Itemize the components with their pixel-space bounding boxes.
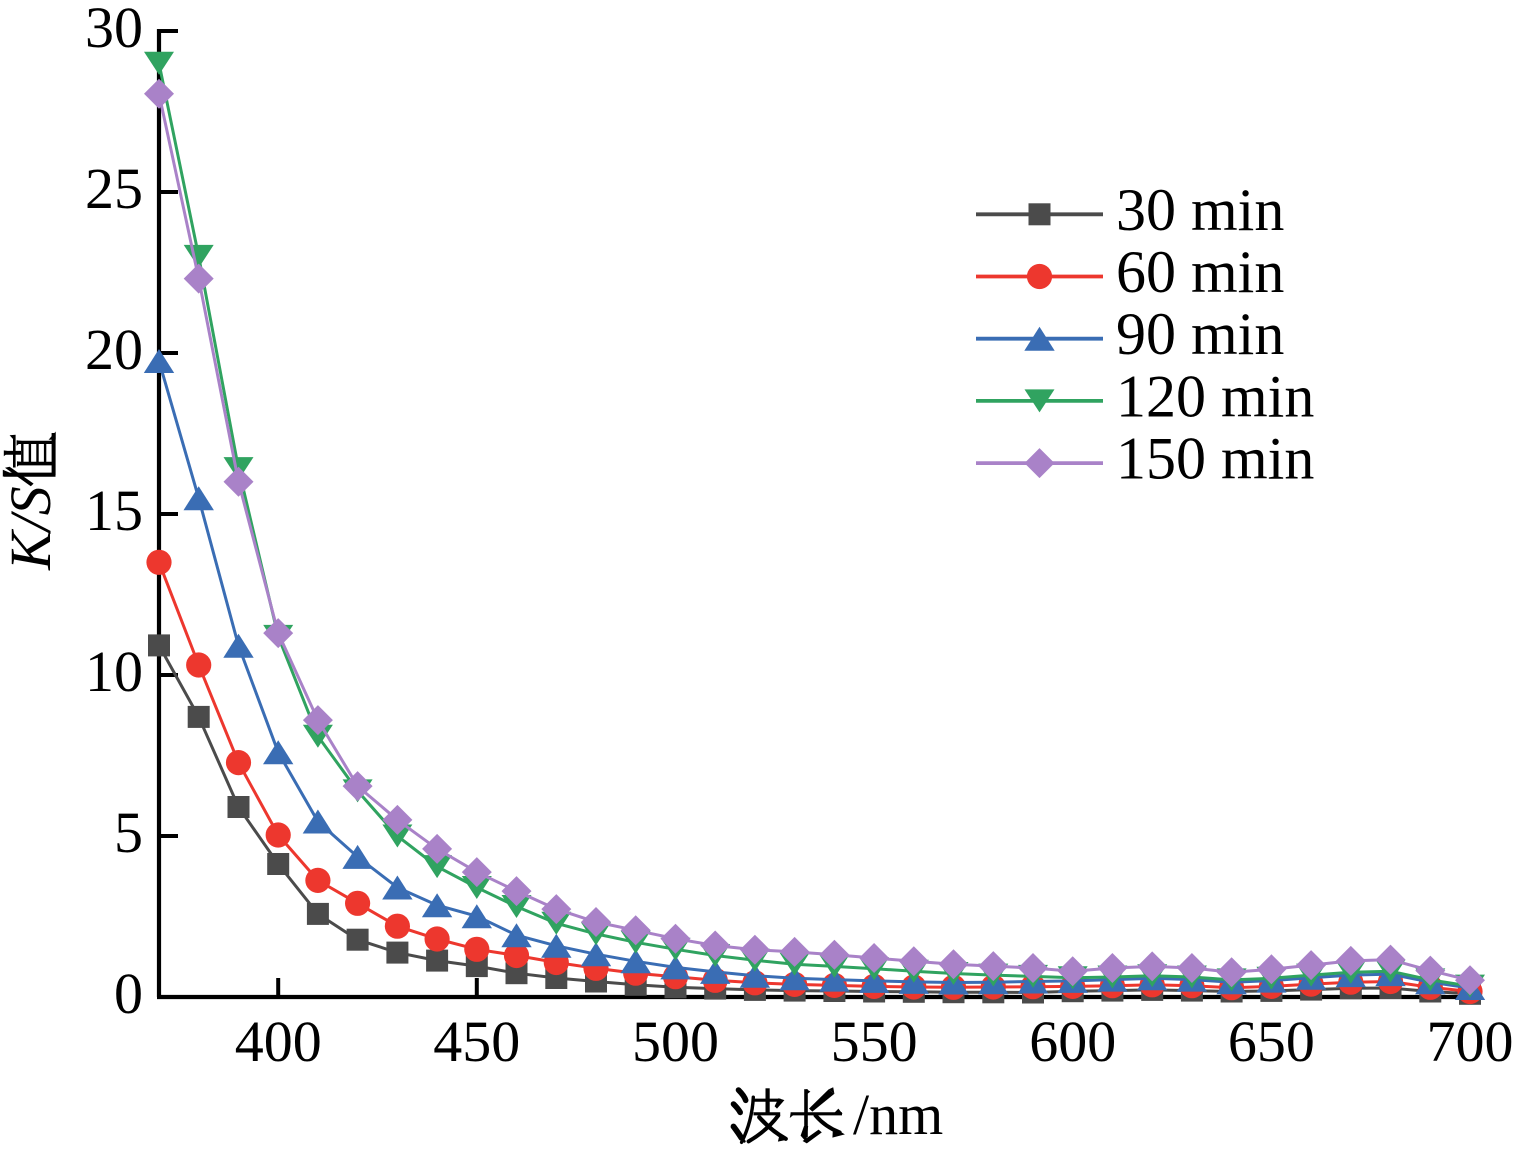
svg-text:400: 400: [235, 1009, 322, 1074]
svg-text:0: 0: [114, 961, 143, 1026]
svg-text:120 min: 120 min: [1116, 363, 1314, 429]
svg-text:15: 15: [85, 478, 143, 543]
svg-text:90 min: 90 min: [1116, 301, 1284, 367]
svg-text:600: 600: [1029, 1009, 1116, 1074]
svg-text:60 min: 60 min: [1116, 239, 1284, 305]
svg-text:/nm: /nm: [853, 1082, 943, 1147]
svg-text:30 min: 30 min: [1116, 177, 1284, 243]
svg-text:500: 500: [632, 1009, 719, 1074]
svg-text:25: 25: [85, 156, 143, 221]
svg-text:700: 700: [1427, 1009, 1514, 1074]
svg-text:5: 5: [114, 800, 143, 865]
svg-text:550: 550: [831, 1009, 918, 1074]
svg-text:650: 650: [1228, 1009, 1315, 1074]
svg-text:K/S: K/S: [0, 486, 63, 571]
svg-text:450: 450: [433, 1009, 520, 1074]
svg-text:10: 10: [85, 639, 143, 704]
svg-text:20: 20: [85, 317, 143, 382]
svg-text:150 min: 150 min: [1116, 426, 1314, 492]
svg-text:30: 30: [85, 0, 143, 60]
